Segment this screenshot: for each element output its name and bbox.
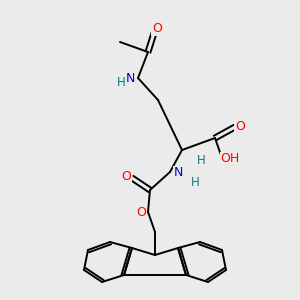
Text: H: H (196, 154, 206, 167)
Text: O: O (235, 119, 245, 133)
Text: O: O (152, 22, 162, 35)
Text: OH: OH (220, 152, 240, 166)
Text: N: N (173, 167, 183, 179)
Text: H: H (190, 176, 200, 190)
Text: O: O (136, 206, 146, 220)
Text: N: N (125, 73, 135, 85)
Text: O: O (121, 170, 131, 184)
Text: H: H (117, 76, 125, 89)
